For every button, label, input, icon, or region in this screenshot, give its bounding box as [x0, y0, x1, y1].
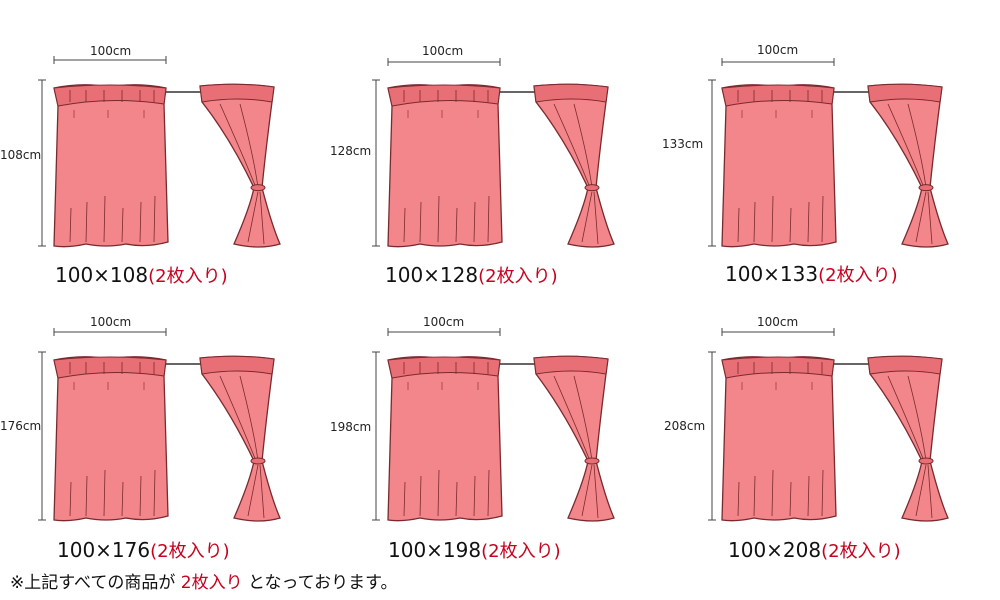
quantity-note: (2枚入り): [478, 266, 558, 287]
curtain-illustration-208: [708, 328, 949, 522]
curtain-illustration-176: [38, 328, 281, 522]
height-dimension-line: [708, 79, 716, 247]
tied-curtain-illustration: [199, 83, 281, 248]
size-dimensions: 100×128: [385, 263, 479, 287]
height-dimension-line: [38, 79, 46, 247]
curtain-illustration-198: [372, 328, 615, 522]
quantity-note: (2枚入り): [818, 265, 898, 286]
height-dimension-line: [708, 351, 716, 521]
quantity-note: (2枚入り): [481, 541, 561, 562]
width-label: 100cm: [90, 315, 132, 329]
size-label: 100×128(2枚入り): [385, 262, 558, 288]
height-label: 198cm: [330, 420, 372, 434]
quantity-note: (2枚入り): [150, 541, 230, 562]
width-label: 100cm: [422, 44, 464, 58]
curtain-illustration-108: [38, 56, 281, 248]
curtain-item-176: 100cm 176cm 100×176(2枚入り): [0, 312, 320, 562]
width-dimension-line: [53, 56, 167, 64]
height-label: 128cm: [330, 144, 372, 158]
height-label: 108cm: [0, 148, 42, 162]
curtain-panel-illustration: [721, 356, 837, 522]
height-dimension-line: [372, 79, 380, 247]
quantity-note: (2枚入り): [148, 266, 228, 287]
height-label: 176cm: [0, 419, 42, 433]
size-label: 100×133(2枚入り): [725, 261, 898, 287]
size-dimensions: 100×176: [57, 538, 151, 562]
size-dimensions: 100×108: [55, 263, 149, 287]
quantity-note: (2枚入り): [821, 541, 901, 562]
height-dimension-line: [372, 351, 380, 521]
size-label: 100×176(2枚入り): [57, 537, 230, 563]
curtain-item-133: 100cm 133cm 100×133(2枚入り): [662, 40, 982, 290]
width-dimension-line: [53, 328, 167, 336]
size-dimensions: 100×133: [725, 262, 819, 286]
width-dimension-line: [387, 58, 501, 66]
curtain-panel-illustration: [53, 84, 169, 248]
height-label: 133cm: [662, 137, 704, 151]
height-label: 208cm: [664, 419, 706, 433]
tied-curtain-illustration: [867, 83, 949, 248]
curtain-illustration-128: [372, 58, 615, 248]
width-label: 100cm: [757, 43, 799, 57]
curtain-item-208: 100cm 208cm 100×208(2枚入り): [662, 312, 982, 562]
curtain-item-128: 100cm 128cm 100×128(2枚入り): [330, 40, 650, 290]
footnote-highlight: 2枚入り: [180, 573, 243, 593]
curtain-panel-illustration: [721, 84, 837, 248]
width-label: 100cm: [757, 315, 799, 329]
curtain-panel-illustration: [53, 356, 169, 522]
footnote-prefix: ※上記すべての商品が: [10, 573, 176, 593]
size-label: 100×208(2枚入り): [728, 537, 901, 563]
size-dimensions: 100×208: [728, 538, 822, 562]
height-dimension-line: [38, 351, 46, 521]
width-label: 100cm: [90, 44, 132, 58]
curtain-item-198: 100cm 198cm 100×198(2枚入り): [330, 312, 650, 562]
curtain-item-108: 100cm 108cm 100×108(2枚入り): [0, 40, 320, 290]
width-dimension-line: [721, 58, 835, 66]
size-dimensions: 100×198: [388, 538, 482, 562]
width-dimension-line: [387, 328, 501, 336]
tied-curtain-illustration: [533, 83, 615, 248]
curtain-illustration-133: [708, 58, 949, 248]
tied-curtain-illustration: [867, 355, 949, 522]
size-label: 100×198(2枚入り): [388, 537, 561, 563]
width-label: 100cm: [423, 315, 465, 329]
width-dimension-line: [721, 328, 835, 336]
size-label: 100×108(2枚入り): [55, 262, 228, 288]
footnote-suffix: となっております。: [248, 573, 398, 593]
tied-curtain-illustration: [199, 355, 281, 522]
curtain-panel-illustration: [387, 84, 503, 248]
footnote: ※上記すべての商品が 2枚入り となっております。: [10, 568, 397, 593]
tied-curtain-illustration: [533, 355, 615, 522]
curtain-panel-illustration: [387, 356, 503, 522]
